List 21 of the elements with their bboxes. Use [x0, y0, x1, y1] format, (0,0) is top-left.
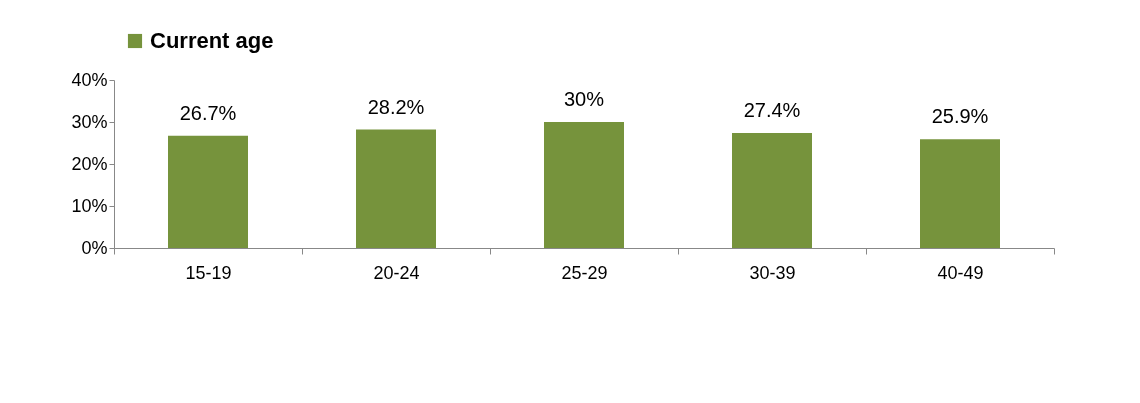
x-tick-label: 30-39 [749, 262, 796, 283]
bar [732, 132, 812, 248]
y-tick-label: 20% [71, 153, 108, 174]
x-tick-label: 15-19 [185, 262, 232, 283]
data-label: 30% [563, 88, 605, 110]
bar [920, 139, 1000, 248]
bar [168, 135, 248, 248]
data-label: 27.4% [743, 98, 801, 121]
data-label: 26.7% [179, 101, 237, 124]
bar [356, 129, 436, 248]
x-tick-label: 20-24 [373, 262, 420, 283]
x-tick-label: 25-29 [561, 262, 608, 283]
y-tick-label: 10% [71, 195, 108, 216]
y-tick-label: 0% [81, 237, 108, 258]
y-tick-label: 30% [71, 111, 108, 132]
y-tick-label: 40% [71, 69, 108, 90]
bar [544, 122, 624, 248]
x-tick-label: 40-49 [937, 262, 984, 283]
data-label: 28.2% [367, 95, 425, 118]
data-label: 25.9% [931, 105, 989, 128]
legend-label: Current age [150, 28, 274, 53]
